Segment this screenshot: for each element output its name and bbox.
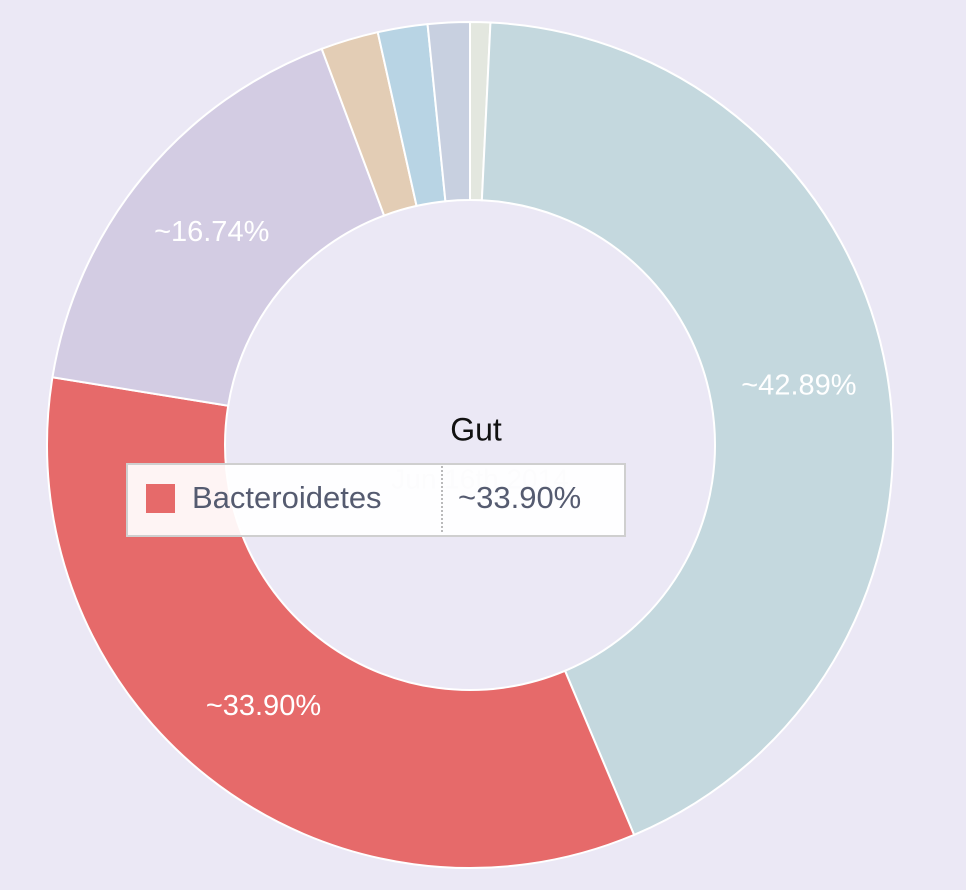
donut-segment <box>480 21 894 837</box>
tooltip-box <box>126 463 626 537</box>
value-label: ~42.89% <box>741 370 856 402</box>
donut-segment <box>51 47 386 407</box>
value-label: ~16.74% <box>154 216 269 248</box>
chart-title: Gut <box>450 411 502 447</box>
donut-segment <box>426 20 471 203</box>
value-label: ~33.90% <box>206 690 321 722</box>
tooltip-swatch <box>146 484 175 513</box>
donut: ~42.89% ~33.90% ~16.74% <box>46 20 894 869</box>
tooltip: Bacteroidetes ~33.90% <box>126 463 626 537</box>
tooltip-value: ~33.90% <box>458 480 581 515</box>
tooltip-label: Bacteroidetes <box>192 480 382 515</box>
